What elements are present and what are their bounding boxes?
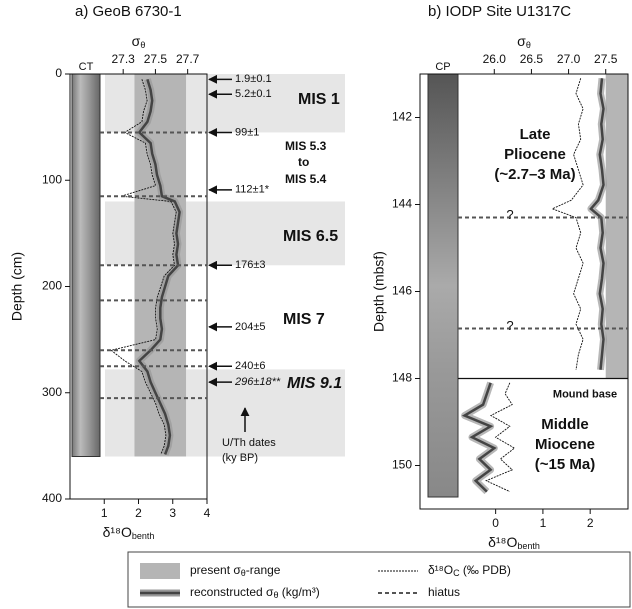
unit-label: Late	[520, 126, 551, 143]
x-axis-label-sub: benth	[517, 541, 540, 551]
y-tick-label: 400	[42, 491, 62, 505]
figure: a) GeoB 6730-1 b) IODP Site U1317C prese…	[0, 0, 632, 609]
panel: CP 142 144 146 148 150 0 1 2 26.0 26.5 27.0 27.5 δ¹⁸O…	[371, 33, 628, 552]
x-axis-label: δ¹⁸Obenth	[103, 524, 155, 542]
unit-label: Middle	[541, 416, 589, 433]
dates-note: U/Th dates	[222, 437, 276, 449]
x2-tick-label: 27.5	[144, 52, 168, 66]
stage-label: MIS 5.3	[285, 139, 327, 153]
panel-title: a) GeoB 6730-1	[75, 3, 182, 20]
core-image	[428, 74, 458, 497]
unit-label: Miocene	[535, 436, 595, 453]
x2-axis-label-sub: θ	[140, 40, 145, 50]
stage-label: MIS 6.5	[283, 228, 338, 245]
x-tick-label: 3	[169, 506, 176, 520]
legend-label: δ¹⁸OC (‰ PDB)	[428, 563, 511, 578]
date-label: 112±1*	[235, 184, 270, 196]
panel: CT 0 100 200 300 400 1 2 3 4 27.3 27.5 27.7 δ¹⁸Obenth…	[9, 33, 345, 542]
x2-tick-label: 27.3	[112, 52, 136, 66]
y-axis-label: Depth (cm)	[9, 252, 25, 321]
hiatus-label: ?	[506, 318, 513, 333]
x-tick-label: 2	[135, 506, 142, 520]
date-label: 204±5	[235, 321, 266, 333]
y-tick-label: 144	[392, 197, 412, 211]
legend-label: reconstructed σθ (kg/m³)	[190, 585, 320, 600]
x-axis-label-main: δ¹⁸O	[103, 524, 132, 540]
core-label: CT	[79, 61, 94, 73]
date-label: 1.9±0.1	[235, 73, 272, 85]
y-axis-label: Depth (mbsf)	[371, 251, 387, 332]
x2-axis-label-main: σ	[132, 33, 141, 49]
y-tick-label: 200	[42, 279, 62, 293]
x-tick-label: 0	[492, 516, 499, 530]
unit-label: (~2.7–3 Ma)	[494, 166, 575, 183]
y-tick-label: 0	[55, 66, 62, 80]
x-axis-label: δ¹⁸Obenth	[488, 534, 540, 552]
legend-label: hiatus	[428, 585, 460, 599]
y-tick-label: 146	[392, 284, 412, 298]
x2-tick-label: 26.0	[483, 52, 507, 66]
date-label: 99±1	[235, 126, 259, 138]
stage-label: to	[298, 155, 309, 169]
x-tick-label: 1	[540, 516, 547, 530]
date-label: 5.2±0.1	[235, 88, 272, 100]
legend-swatch	[140, 563, 180, 579]
x2-axis-label: σθ	[132, 33, 146, 51]
legend: present σθ-range reconstructed σθ (kg/m³…	[128, 552, 630, 607]
y-tick-label: 142	[392, 110, 412, 124]
stage-label: MIS 1	[298, 91, 340, 108]
x2-axis-label-sub: θ	[526, 40, 531, 50]
stage-label: MIS 7	[283, 311, 325, 328]
date-label: 176±3	[235, 259, 266, 271]
x-axis-label-sub: benth	[132, 531, 155, 541]
date-label: 240±6	[235, 360, 266, 372]
x2-axis-label: σθ	[517, 33, 531, 51]
y-tick-label: 100	[42, 172, 62, 186]
core-image	[72, 74, 100, 457]
hiatus-label: ?	[506, 207, 513, 222]
x-tick-label: 4	[204, 506, 211, 520]
x-tick-label: 2	[587, 516, 594, 530]
present-range	[606, 74, 628, 379]
date-label: 296±18**	[234, 376, 281, 388]
x-tick-label: 1	[101, 506, 108, 520]
y-tick-label: 150	[392, 458, 412, 472]
unit-label: Pliocene	[504, 146, 566, 163]
mound-base-label: Mound base	[553, 388, 617, 400]
x-axis-label-main: δ¹⁸O	[488, 534, 517, 550]
dates-note: (ky BP)	[222, 452, 258, 464]
core-label: CP	[435, 61, 450, 73]
panel-title: b) IODP Site U1317C	[428, 3, 571, 20]
x2-axis-label-main: σ	[517, 33, 526, 49]
x2-tick-label: 27.7	[176, 52, 200, 66]
stage-label: MIS 5.4	[285, 172, 327, 186]
unit-label: (~15 Ma)	[535, 456, 595, 473]
stage-label: MIS 9.1	[287, 375, 342, 392]
x2-tick-label: 27.5	[594, 52, 618, 66]
x2-tick-label: 27.0	[557, 52, 581, 66]
y-tick-label: 148	[392, 371, 412, 385]
legend-label: present σθ-range	[190, 563, 281, 578]
x2-tick-label: 26.5	[520, 52, 544, 66]
y-tick-label: 300	[42, 385, 62, 399]
